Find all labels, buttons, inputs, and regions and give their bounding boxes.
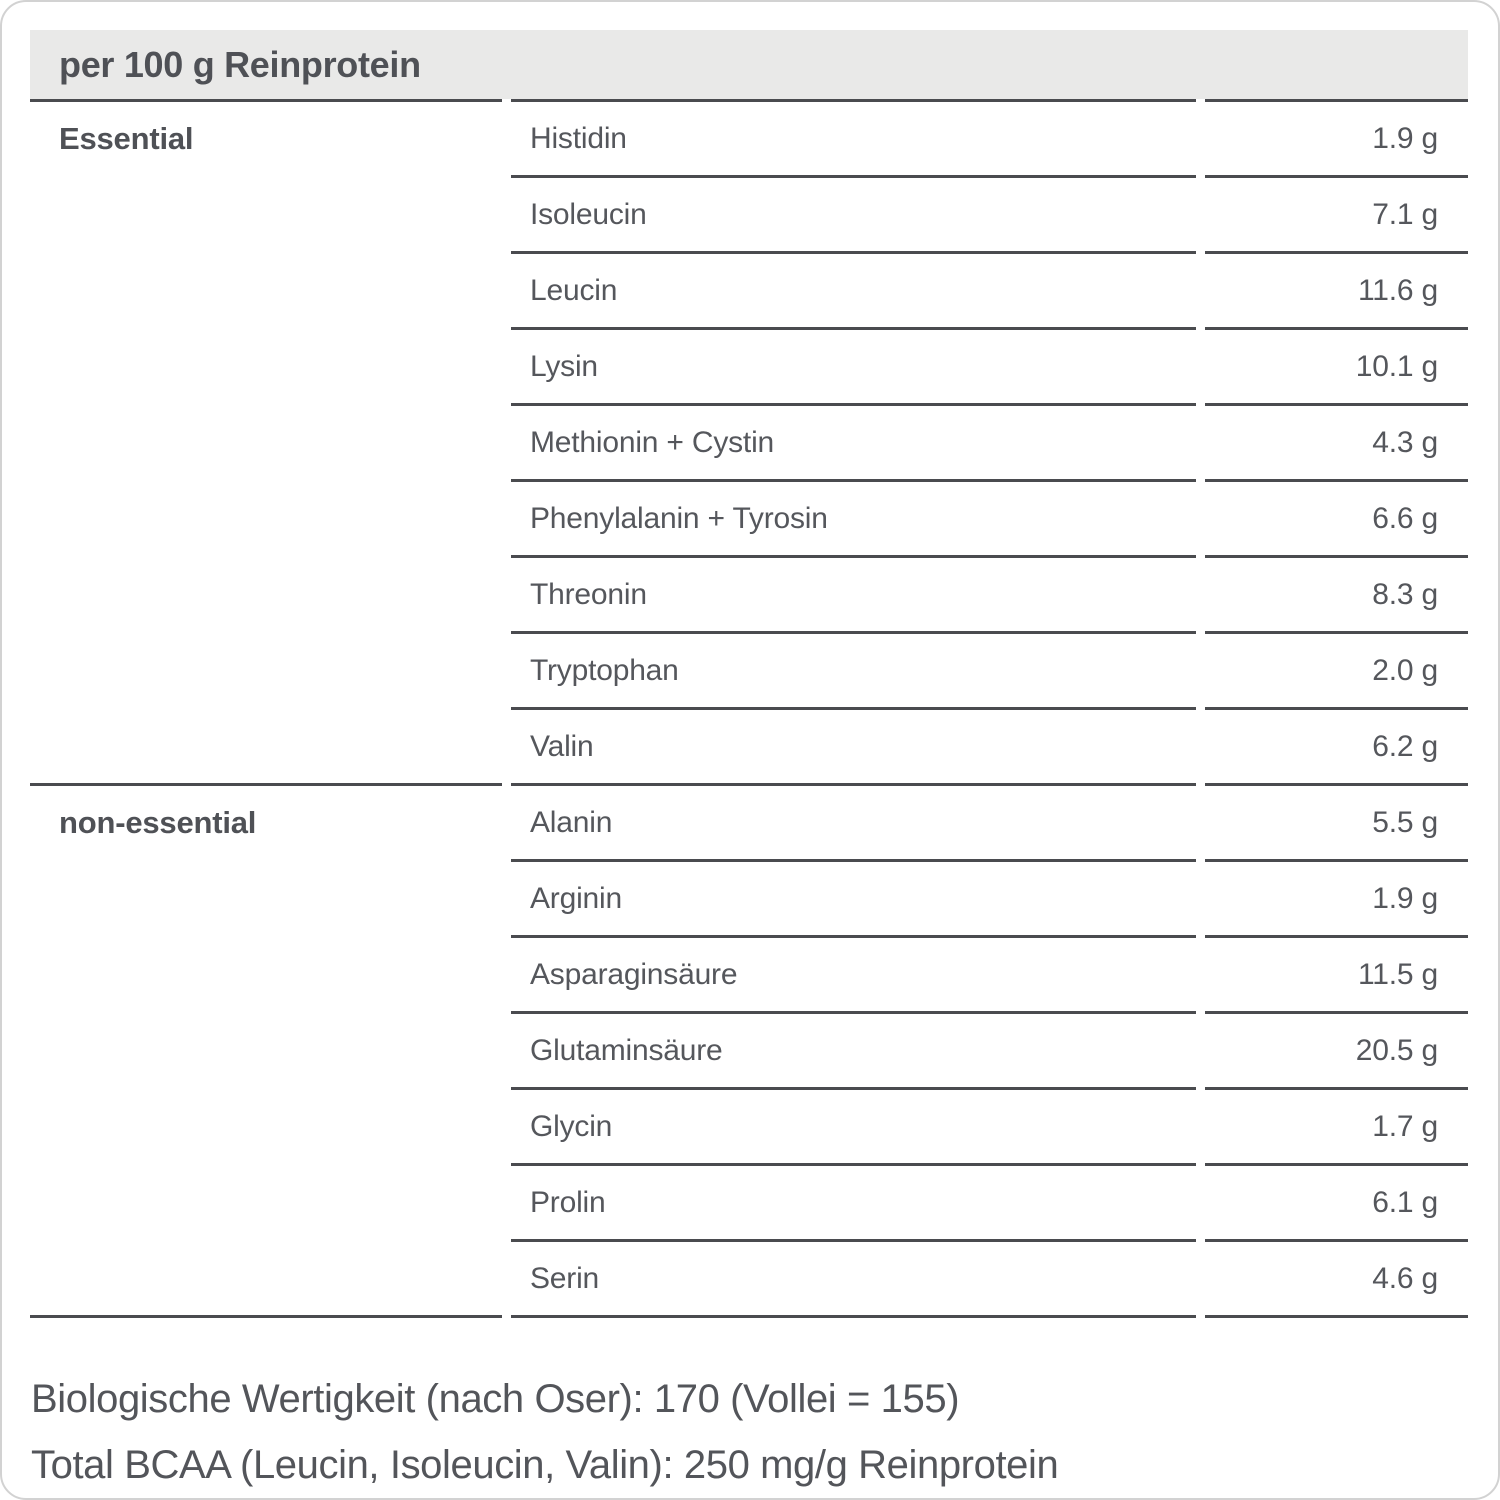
amino-value-cell: 8.3 g	[1205, 555, 1468, 631]
amino-value-cell: 4.6 g	[1205, 1239, 1468, 1318]
table-row: Asparaginsäure 11.5 g	[30, 935, 1468, 1011]
amino-acid-table: per 100 g Reinprotein Essential Histidin…	[21, 30, 1477, 1318]
amino-value-cell: 1.9 g	[1205, 859, 1468, 935]
amino-value-cell: 11.6 g	[1205, 251, 1468, 327]
amino-name-cell: Phenylalanin + Tyrosin	[511, 479, 1196, 555]
table-row: Serin 4.6 g	[30, 1239, 1468, 1318]
amino-name-cell: Alanin	[511, 783, 1196, 859]
table-row: Lysin 10.1 g	[30, 327, 1468, 403]
amino-name-cell: Histidin	[511, 99, 1196, 175]
table-header-row: per 100 g Reinprotein	[30, 30, 1468, 99]
amino-value-cell: 2.0 g	[1205, 631, 1468, 707]
amino-name-cell: Tryptophan	[511, 631, 1196, 707]
amino-value-cell: 11.5 g	[1205, 935, 1468, 1011]
table-row: Valin 6.2 g	[30, 707, 1468, 783]
amino-name-cell: Valin	[511, 707, 1196, 783]
table-row: Arginin 1.9 g	[30, 859, 1468, 935]
table-row: Prolin 6.1 g	[30, 1163, 1468, 1239]
table-row: Leucin 11.6 g	[30, 251, 1468, 327]
amino-value-cell: 1.7 g	[1205, 1087, 1468, 1163]
amino-value-cell: 10.1 g	[1205, 327, 1468, 403]
amino-value-cell: 6.1 g	[1205, 1163, 1468, 1239]
amino-value-cell: 6.6 g	[1205, 479, 1468, 555]
table-row: Essential Histidin 1.9 g	[30, 99, 1468, 175]
amino-value-cell: 1.9 g	[1205, 99, 1468, 175]
table-row: Threonin 8.3 g	[30, 555, 1468, 631]
table-row: Glutaminsäure 20.5 g	[30, 1011, 1468, 1087]
amino-name-cell: Glycin	[511, 1087, 1196, 1163]
table-row: non-essential Alanin 5.5 g	[30, 783, 1468, 1318]
biological-value-note: Biologische Wertigkeit (nach Oser): 170 …	[31, 1377, 960, 1421]
amino-name-cell: Arginin	[511, 859, 1196, 935]
amino-value-cell: 5.5 g	[1205, 783, 1468, 859]
table-row: Methionin + Cystin 4.3 g	[30, 403, 1468, 479]
amino-name-cell: Prolin	[511, 1163, 1196, 1239]
table-title: per 100 g Reinprotein	[30, 30, 1468, 99]
amino-value-cell: 4.3 g	[1205, 403, 1468, 479]
amino-name-cell: Asparaginsäure	[511, 935, 1196, 1011]
amino-name-cell: Glutaminsäure	[511, 1011, 1196, 1087]
table-row: Tryptophan 2.0 g	[30, 631, 1468, 707]
amino-value-cell: 6.2 g	[1205, 707, 1468, 783]
category-cell-non-essential: non-essential	[30, 783, 502, 1318]
amino-name-cell: Lysin	[511, 327, 1196, 403]
footer-notes: Biologische Wertigkeit (nach Oser): 170 …	[31, 1366, 1498, 1498]
table-row: Glycin 1.7 g	[30, 1087, 1468, 1163]
amino-name-cell: Methionin + Cystin	[511, 403, 1196, 479]
amino-value-cell: 7.1 g	[1205, 175, 1468, 251]
table-row: Isoleucin 7.1 g	[30, 175, 1468, 251]
amino-value-cell: 20.5 g	[1205, 1011, 1468, 1087]
amino-name-cell: Threonin	[511, 555, 1196, 631]
amino-name-cell: Isoleucin	[511, 175, 1196, 251]
amino-name-cell: Serin	[511, 1239, 1196, 1318]
amino-name-cell: Leucin	[511, 251, 1196, 327]
total-bcaa-note: Total BCAA (Leucin, Isoleucin, Valin): 2…	[31, 1443, 1059, 1487]
table-row: Phenylalanin + Tyrosin 6.6 g	[30, 479, 1468, 555]
category-cell-essential: Essential	[30, 99, 502, 783]
